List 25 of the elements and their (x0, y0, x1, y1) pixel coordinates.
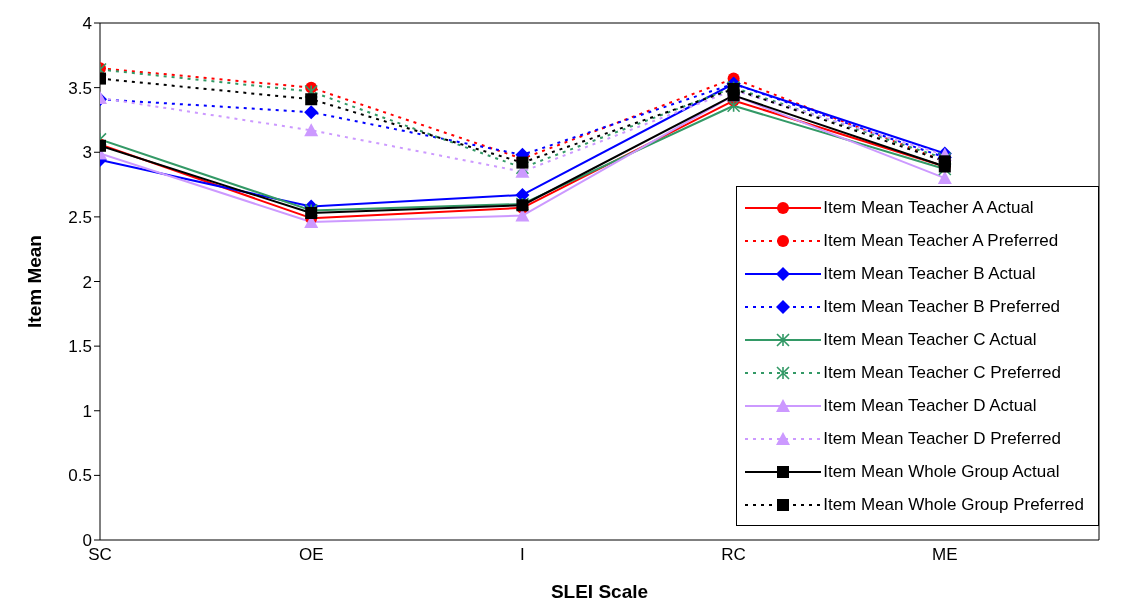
y-tick-label: 3 (82, 143, 92, 163)
x-tick-label: RC (721, 545, 746, 565)
legend-label: Item Mean Whole Group Actual (823, 461, 1060, 482)
y-tick-label: 2 (82, 272, 92, 292)
x-tick-label: I (520, 545, 525, 565)
y-tick-label: 3.5 (68, 78, 92, 98)
legend-label: Item Mean Teacher A Preferred (823, 230, 1059, 251)
x-tick-label: SC (88, 545, 112, 565)
legend-label: Item Mean Teacher C Actual (823, 329, 1037, 350)
legend-label: Item Mean Teacher C Preferred (823, 362, 1062, 383)
legend-label: Item Mean Teacher B Preferred (823, 296, 1061, 317)
x-tick-label: OE (298, 545, 324, 565)
y-tick-label: 1 (82, 401, 92, 421)
y-axis-title: Item Mean (23, 235, 45, 328)
legend-label: Item Mean Teacher D Actual (823, 395, 1037, 416)
y-tick-label: 0.5 (68, 466, 92, 486)
x-tick-label: ME (932, 545, 958, 565)
y-tick-label: 2.5 (68, 207, 92, 227)
legend-label: Item Mean Teacher D Preferred (823, 428, 1062, 449)
legend-label: Item Mean Whole Group Preferred (823, 494, 1084, 515)
y-tick-label: 1.5 (68, 337, 92, 357)
legend-label: Item Mean Teacher A Actual (823, 197, 1034, 218)
x-axis-title: SLEI Scale (550, 581, 649, 602)
y-tick-label: 4 (82, 14, 92, 34)
legend-label: Item Mean Teacher B Actual (823, 263, 1036, 284)
